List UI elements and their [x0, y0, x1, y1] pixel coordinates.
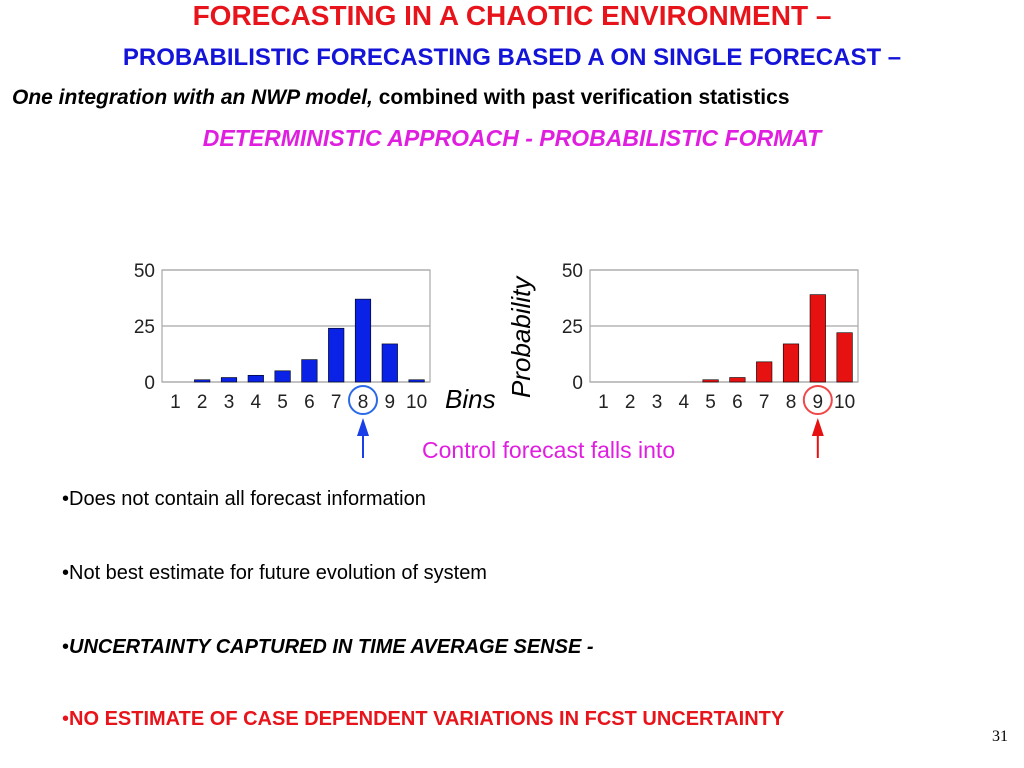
x-tick-label: 6 [304, 392, 315, 413]
x-tick-label: 7 [331, 392, 342, 413]
y-axis-label: Probability [506, 275, 536, 398]
bullet-4-text: NO ESTIMATE OF CASE DEPENDENT VARIATIONS… [69, 708, 785, 730]
x-tick-label: 8 [358, 392, 369, 413]
x-tick-label: 3 [652, 392, 663, 413]
slide-title: FORECASTING IN A CHAOTIC ENVIRONMENT – [192, 0, 832, 31]
bullet-1: •Does not contain all forecast informati… [62, 488, 426, 510]
bar-bin-2 [194, 379, 211, 383]
bullet-2: •Not best estimate for future evolution … [62, 562, 487, 584]
slide-description: One integration with an NWP model, combi… [12, 86, 790, 110]
bullet-3-text: UNCERTAINTY CAPTURED IN TIME AVERAGE SEN… [69, 636, 594, 658]
x-tick-label: 5 [277, 392, 288, 413]
x-tick-label: 10 [406, 392, 427, 413]
x-tick-label: 7 [759, 392, 770, 413]
x-tick-label: 4 [679, 392, 690, 413]
bullet-marker: • [62, 636, 70, 658]
bar-bin-8 [354, 298, 372, 383]
y-tick-label: 50 [562, 261, 583, 282]
bar-bin-3 [220, 377, 238, 383]
bar-bin-9 [381, 343, 398, 383]
slide-subtitle: PROBABILISTIC FORECASTING BASED A ON SIN… [122, 44, 902, 71]
x-tick-label: 2 [625, 392, 636, 413]
x-tick-label: 10 [834, 392, 855, 413]
x-tick-label: 1 [170, 392, 181, 413]
bar-bin-6 [301, 359, 318, 383]
bar-bin-10 [408, 379, 425, 383]
bar-bin-4 [247, 374, 264, 383]
bar-bin-10 [836, 332, 853, 383]
chart-1: 0 25 50 1 2 3 4 5 6 7 8 9 10 Bins [134, 261, 496, 458]
bar-bin-7 [756, 361, 773, 383]
bullet-marker: • [62, 708, 70, 730]
bar-bin-5 [274, 370, 291, 383]
y-tick-label: 0 [572, 373, 583, 394]
bar-bin-5 [702, 379, 719, 383]
slide-approach-heading: DETERMINISTIC APPROACH - PROBABILISTIC F… [202, 125, 822, 151]
bullet-4: •NO ESTIMATE OF CASE DEPENDENT VARIATION… [62, 708, 784, 731]
x-tick-label: 4 [251, 392, 262, 413]
bar-bin-6 [729, 377, 746, 383]
x-tick-label: 9 [385, 392, 396, 413]
x-tick-label: 1 [598, 392, 609, 413]
page-number: 31 [992, 728, 1008, 745]
bullet-3: •UNCERTAINTY CAPTURED IN TIME AVERAGE SE… [62, 636, 594, 659]
description-italic: One integration with an NWP model, [12, 86, 373, 109]
y-tick-label: 0 [144, 373, 155, 394]
y-tick-label: 50 [134, 261, 155, 282]
bar-bin-7 [328, 327, 345, 383]
control-forecast-annotation: Control forecast falls into [422, 437, 675, 463]
arrow-head [811, 418, 824, 436]
x-tick-label: 9 [813, 392, 824, 413]
bar-bin-8 [782, 343, 800, 383]
description-rest: combined with past verification statisti… [372, 86, 790, 109]
bar-bin-9 [809, 294, 826, 383]
x-tick-label: 5 [705, 392, 716, 413]
y-tick-label: 25 [562, 317, 583, 338]
x-tick-label: 6 [732, 392, 743, 413]
x-tick-label: 3 [224, 392, 235, 413]
x-tick-label: 2 [197, 392, 208, 413]
y-tick-label: 25 [134, 317, 155, 338]
highlight-circle [348, 385, 378, 415]
highlight-circle [802, 385, 833, 415]
arrow-head [357, 418, 369, 436]
x-tick-label: 8 [786, 392, 797, 413]
chart-2: 0 25 50 1 2 3 4 5 6 7 8 9 10 Probability [506, 261, 859, 458]
x-axis-label: Bins [445, 384, 496, 414]
